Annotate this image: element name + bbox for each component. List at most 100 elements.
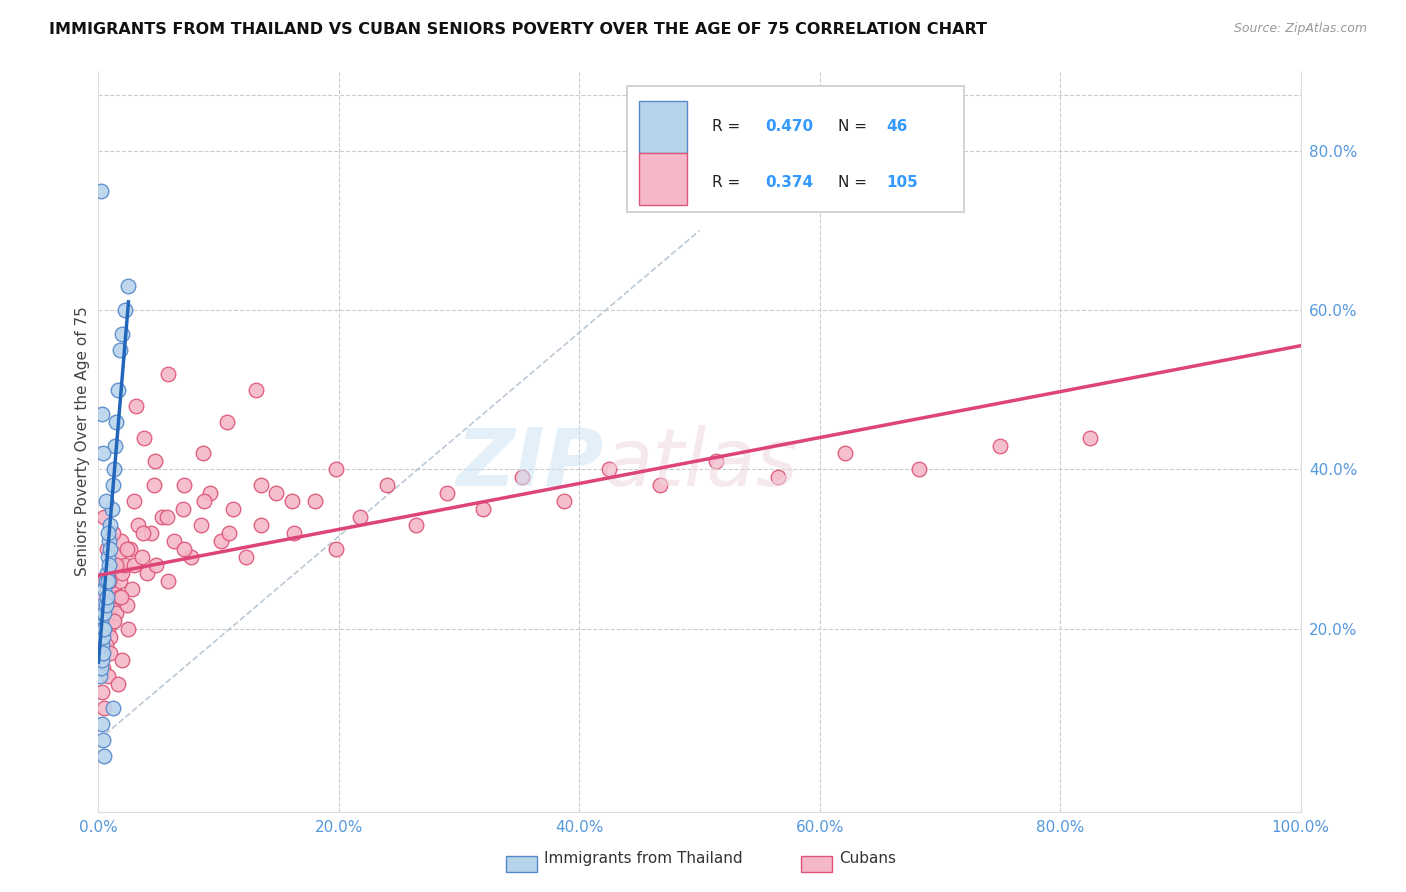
Text: Immigrants from Thailand: Immigrants from Thailand: [544, 852, 742, 866]
Point: [834, 446, 856, 460]
Point: [98, 574, 121, 588]
Text: 0.470: 0.470: [766, 120, 814, 135]
Point: [111, 327, 134, 342]
Point: [91, 630, 114, 644]
Point: [191, 446, 214, 460]
Point: [132, 431, 155, 445]
Point: [121, 582, 143, 596]
Point: [91, 590, 114, 604]
Point: [93, 622, 115, 636]
Point: [132, 526, 155, 541]
Text: N =: N =: [838, 120, 872, 135]
Point: [114, 303, 136, 318]
Point: [91, 685, 114, 699]
Point: [98, 558, 121, 572]
Point: [91, 622, 114, 636]
Point: [107, 549, 129, 564]
Point: [98, 606, 121, 620]
Y-axis label: Seniors Poverty Over the Age of 75: Seniors Poverty Over the Age of 75: [75, 307, 90, 576]
Point: [245, 383, 267, 397]
Point: [90, 622, 112, 636]
Text: atlas: atlas: [603, 425, 799, 503]
Point: [510, 470, 533, 484]
Point: [96, 582, 118, 596]
Point: [100, 502, 122, 516]
Point: [94, 598, 117, 612]
Point: [704, 454, 727, 468]
Point: [100, 558, 122, 572]
Text: N =: N =: [838, 175, 872, 190]
Point: [97, 566, 120, 580]
Point: [93, 606, 115, 620]
Point: [90, 653, 112, 667]
Point: [222, 502, 245, 516]
Point: [103, 462, 125, 476]
Point: [648, 478, 671, 492]
Text: 0.374: 0.374: [766, 175, 814, 190]
Point: [91, 446, 114, 460]
Point: [90, 661, 112, 675]
Point: [766, 470, 789, 484]
Point: [108, 574, 131, 588]
Point: [105, 606, 128, 620]
Point: [96, 541, 118, 556]
Text: R =: R =: [711, 175, 745, 190]
Point: [107, 677, 129, 691]
Point: [94, 494, 117, 508]
Point: [105, 558, 128, 572]
Point: [93, 510, 115, 524]
Point: [125, 399, 148, 413]
Point: [266, 486, 288, 500]
Point: [436, 486, 458, 500]
Point: [93, 614, 115, 628]
Point: [172, 502, 194, 516]
Point: [97, 669, 120, 683]
Point: [91, 646, 114, 660]
Point: [117, 598, 139, 612]
Point: [156, 510, 179, 524]
Point: [93, 582, 115, 596]
Point: [98, 590, 121, 604]
Point: [89, 653, 111, 667]
Point: [100, 630, 122, 644]
Point: [91, 606, 114, 620]
Point: [94, 622, 117, 636]
Point: [349, 510, 371, 524]
Point: [127, 518, 149, 533]
Point: [96, 590, 118, 604]
Point: [235, 549, 257, 564]
Point: [100, 646, 122, 660]
Point: [111, 653, 134, 667]
Point: [131, 549, 153, 564]
Point: [101, 478, 124, 492]
Point: [173, 478, 195, 492]
Point: [104, 566, 127, 580]
Point: [163, 534, 186, 549]
Point: [405, 518, 427, 533]
Point: [325, 462, 347, 476]
Point: [143, 454, 166, 468]
Point: [94, 638, 117, 652]
Point: [218, 526, 240, 541]
Point: [157, 367, 180, 381]
Point: [96, 606, 118, 620]
Point: [135, 566, 157, 580]
Point: [209, 534, 232, 549]
Point: [142, 478, 165, 492]
Text: R =: R =: [711, 120, 745, 135]
Point: [91, 407, 114, 421]
Point: [215, 415, 238, 429]
Point: [107, 383, 129, 397]
Point: [97, 526, 120, 541]
Point: [96, 566, 118, 580]
Text: 105: 105: [886, 175, 918, 190]
Point: [100, 541, 122, 556]
Point: [94, 598, 117, 612]
Point: [117, 279, 139, 293]
Point: [150, 510, 173, 524]
Point: [117, 622, 139, 636]
Text: IMMIGRANTS FROM THAILAND VS CUBAN SENIORS POVERTY OVER THE AGE OF 75 CORRELATION: IMMIGRANTS FROM THAILAND VS CUBAN SENIOR…: [49, 22, 987, 37]
Point: [101, 614, 124, 628]
Point: [90, 184, 112, 198]
Point: [97, 549, 120, 564]
